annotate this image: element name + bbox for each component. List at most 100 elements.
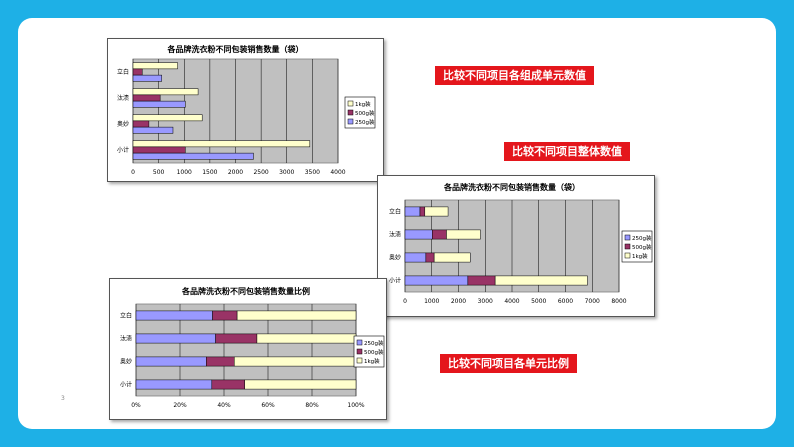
bar-segment (135, 333, 216, 344)
y-tick-label: 奥妙 (120, 358, 132, 366)
bar-segment (212, 310, 238, 321)
chart-stacked-sales: 各品牌洗衣粉不同包装销售数量（袋） 0 1000 2000 3000 4000 5000 60… (377, 175, 655, 317)
legend-swatch (356, 348, 363, 355)
callout-component-ratio: 比较不同项目各单元比例 (440, 354, 577, 373)
legend-label: 500g装 (364, 348, 384, 356)
y-tick-label: 立白 (117, 68, 129, 76)
bar (132, 114, 203, 122)
chart-grouped-sales: 各品牌洗衣粉不同包装销售数量（袋） 0 500 1000 1500 2000 2500 300… (107, 38, 384, 182)
y-tick-label: 小计 (120, 381, 132, 389)
legend-label: 500g装 (355, 109, 375, 117)
callout-total-values: 比较不同项目整体数值 (504, 142, 630, 161)
x-tick-label: 3000 (478, 298, 493, 305)
x-tick-label: 4000 (330, 169, 345, 176)
x-tick-label: 0 (131, 169, 135, 176)
bar-segment (494, 275, 588, 286)
y-tick-label: 立白 (120, 312, 132, 320)
bar (132, 68, 143, 76)
x-tick-label: 100% (347, 402, 364, 409)
bar (132, 74, 162, 82)
legend-label: 500g装 (632, 243, 652, 251)
x-tick-label: 3000 (279, 169, 294, 176)
legend-swatch (624, 234, 631, 241)
bar-segment (425, 252, 435, 263)
legend-label: 1kg装 (355, 100, 371, 108)
bar-segment (433, 252, 471, 263)
y-tick-label: 小计 (117, 146, 129, 154)
bar-segment (135, 379, 213, 390)
callout-component-values: 比较不同项目各组成单元数值 (435, 66, 594, 85)
bar (132, 126, 174, 134)
y-tick-label: 立白 (389, 208, 401, 216)
x-tick-label: 3500 (305, 169, 320, 176)
legend-swatch (624, 243, 631, 250)
bar-segment (404, 206, 421, 217)
bar (132, 100, 186, 108)
legend-swatch (347, 109, 354, 116)
x-tick-label: 1000 (177, 169, 192, 176)
bar-segment (467, 275, 496, 286)
chart-title: 各品牌洗衣粉不同包装销售数量比例 (181, 286, 310, 296)
bar-segment (236, 310, 357, 321)
bar (132, 140, 311, 148)
chart-title: 各品牌洗衣粉不同包装销售数量（袋） (443, 182, 580, 192)
y-tick-label: 奥妙 (389, 254, 401, 262)
x-tick-label: 0% (131, 402, 141, 409)
page-number: 3 (61, 395, 65, 402)
bar (132, 94, 161, 102)
legend-swatch (356, 357, 363, 364)
x-tick-label: 1500 (202, 169, 217, 176)
legend-label: 1kg装 (632, 252, 648, 260)
chart-svg: 各品牌洗衣粉不同包装销售数量比例 0% 20% 40% 60% 80% 100% 立白汰渍奥妙… (120, 286, 385, 409)
legend-swatch (347, 100, 354, 107)
x-tick-label: 4000 (504, 298, 519, 305)
bar-segment (424, 206, 449, 217)
bar-segment (432, 229, 447, 240)
bar (132, 88, 199, 96)
bar-segment (206, 356, 235, 367)
y-tick-label: 汰渍 (117, 94, 129, 102)
bar (132, 62, 178, 70)
x-tick-label: 60% (261, 402, 275, 409)
y-tick-label: 小计 (389, 277, 401, 285)
bar-segment (404, 229, 433, 240)
x-tick-label: 500 (153, 169, 165, 176)
bar-segment (135, 310, 213, 321)
legend-swatch (624, 252, 631, 259)
bar-segment (419, 206, 426, 217)
bar (132, 146, 186, 154)
legend-label: 250g装 (364, 339, 384, 347)
legend-label: 1kg装 (364, 357, 380, 365)
bar-segment (244, 379, 357, 390)
bar-segment (446, 229, 481, 240)
legend-label: 250g装 (355, 118, 375, 126)
y-tick-label: 汰渍 (389, 231, 401, 239)
bar-segment (404, 275, 469, 286)
legend-swatch (347, 118, 354, 125)
bar-segment (256, 333, 357, 344)
legend-label: 250g装 (632, 234, 652, 242)
bar-segment (404, 252, 427, 263)
bar-segment (135, 356, 207, 367)
x-tick-label: 1000 (424, 298, 439, 305)
chart-title: 各品牌洗衣粉不同包装销售数量（袋） (167, 44, 304, 54)
x-tick-label: 6000 (558, 298, 573, 305)
y-tick-label: 汰渍 (120, 335, 132, 343)
legend-swatch (356, 339, 363, 346)
bar-segment (234, 356, 357, 367)
x-tick-label: 7000 (585, 298, 600, 305)
x-tick-label: 2000 (451, 298, 466, 305)
chart-svg: 各品牌洗衣粉不同包装销售数量（袋） 0 1000 2000 3000 4000 5000 60… (389, 182, 653, 305)
y-tick-label: 奥妙 (117, 120, 129, 128)
x-tick-label: 20% (173, 402, 187, 409)
x-tick-label: 8000 (611, 298, 626, 305)
x-tick-label: 2000 (228, 169, 243, 176)
x-tick-label: 5000 (531, 298, 546, 305)
bar (132, 120, 150, 128)
x-tick-label: 80% (305, 402, 319, 409)
bar-segment (215, 333, 258, 344)
chart-svg: 各品牌洗衣粉不同包装销售数量（袋） 0 500 1000 1500 2000 2500 300… (117, 44, 376, 176)
